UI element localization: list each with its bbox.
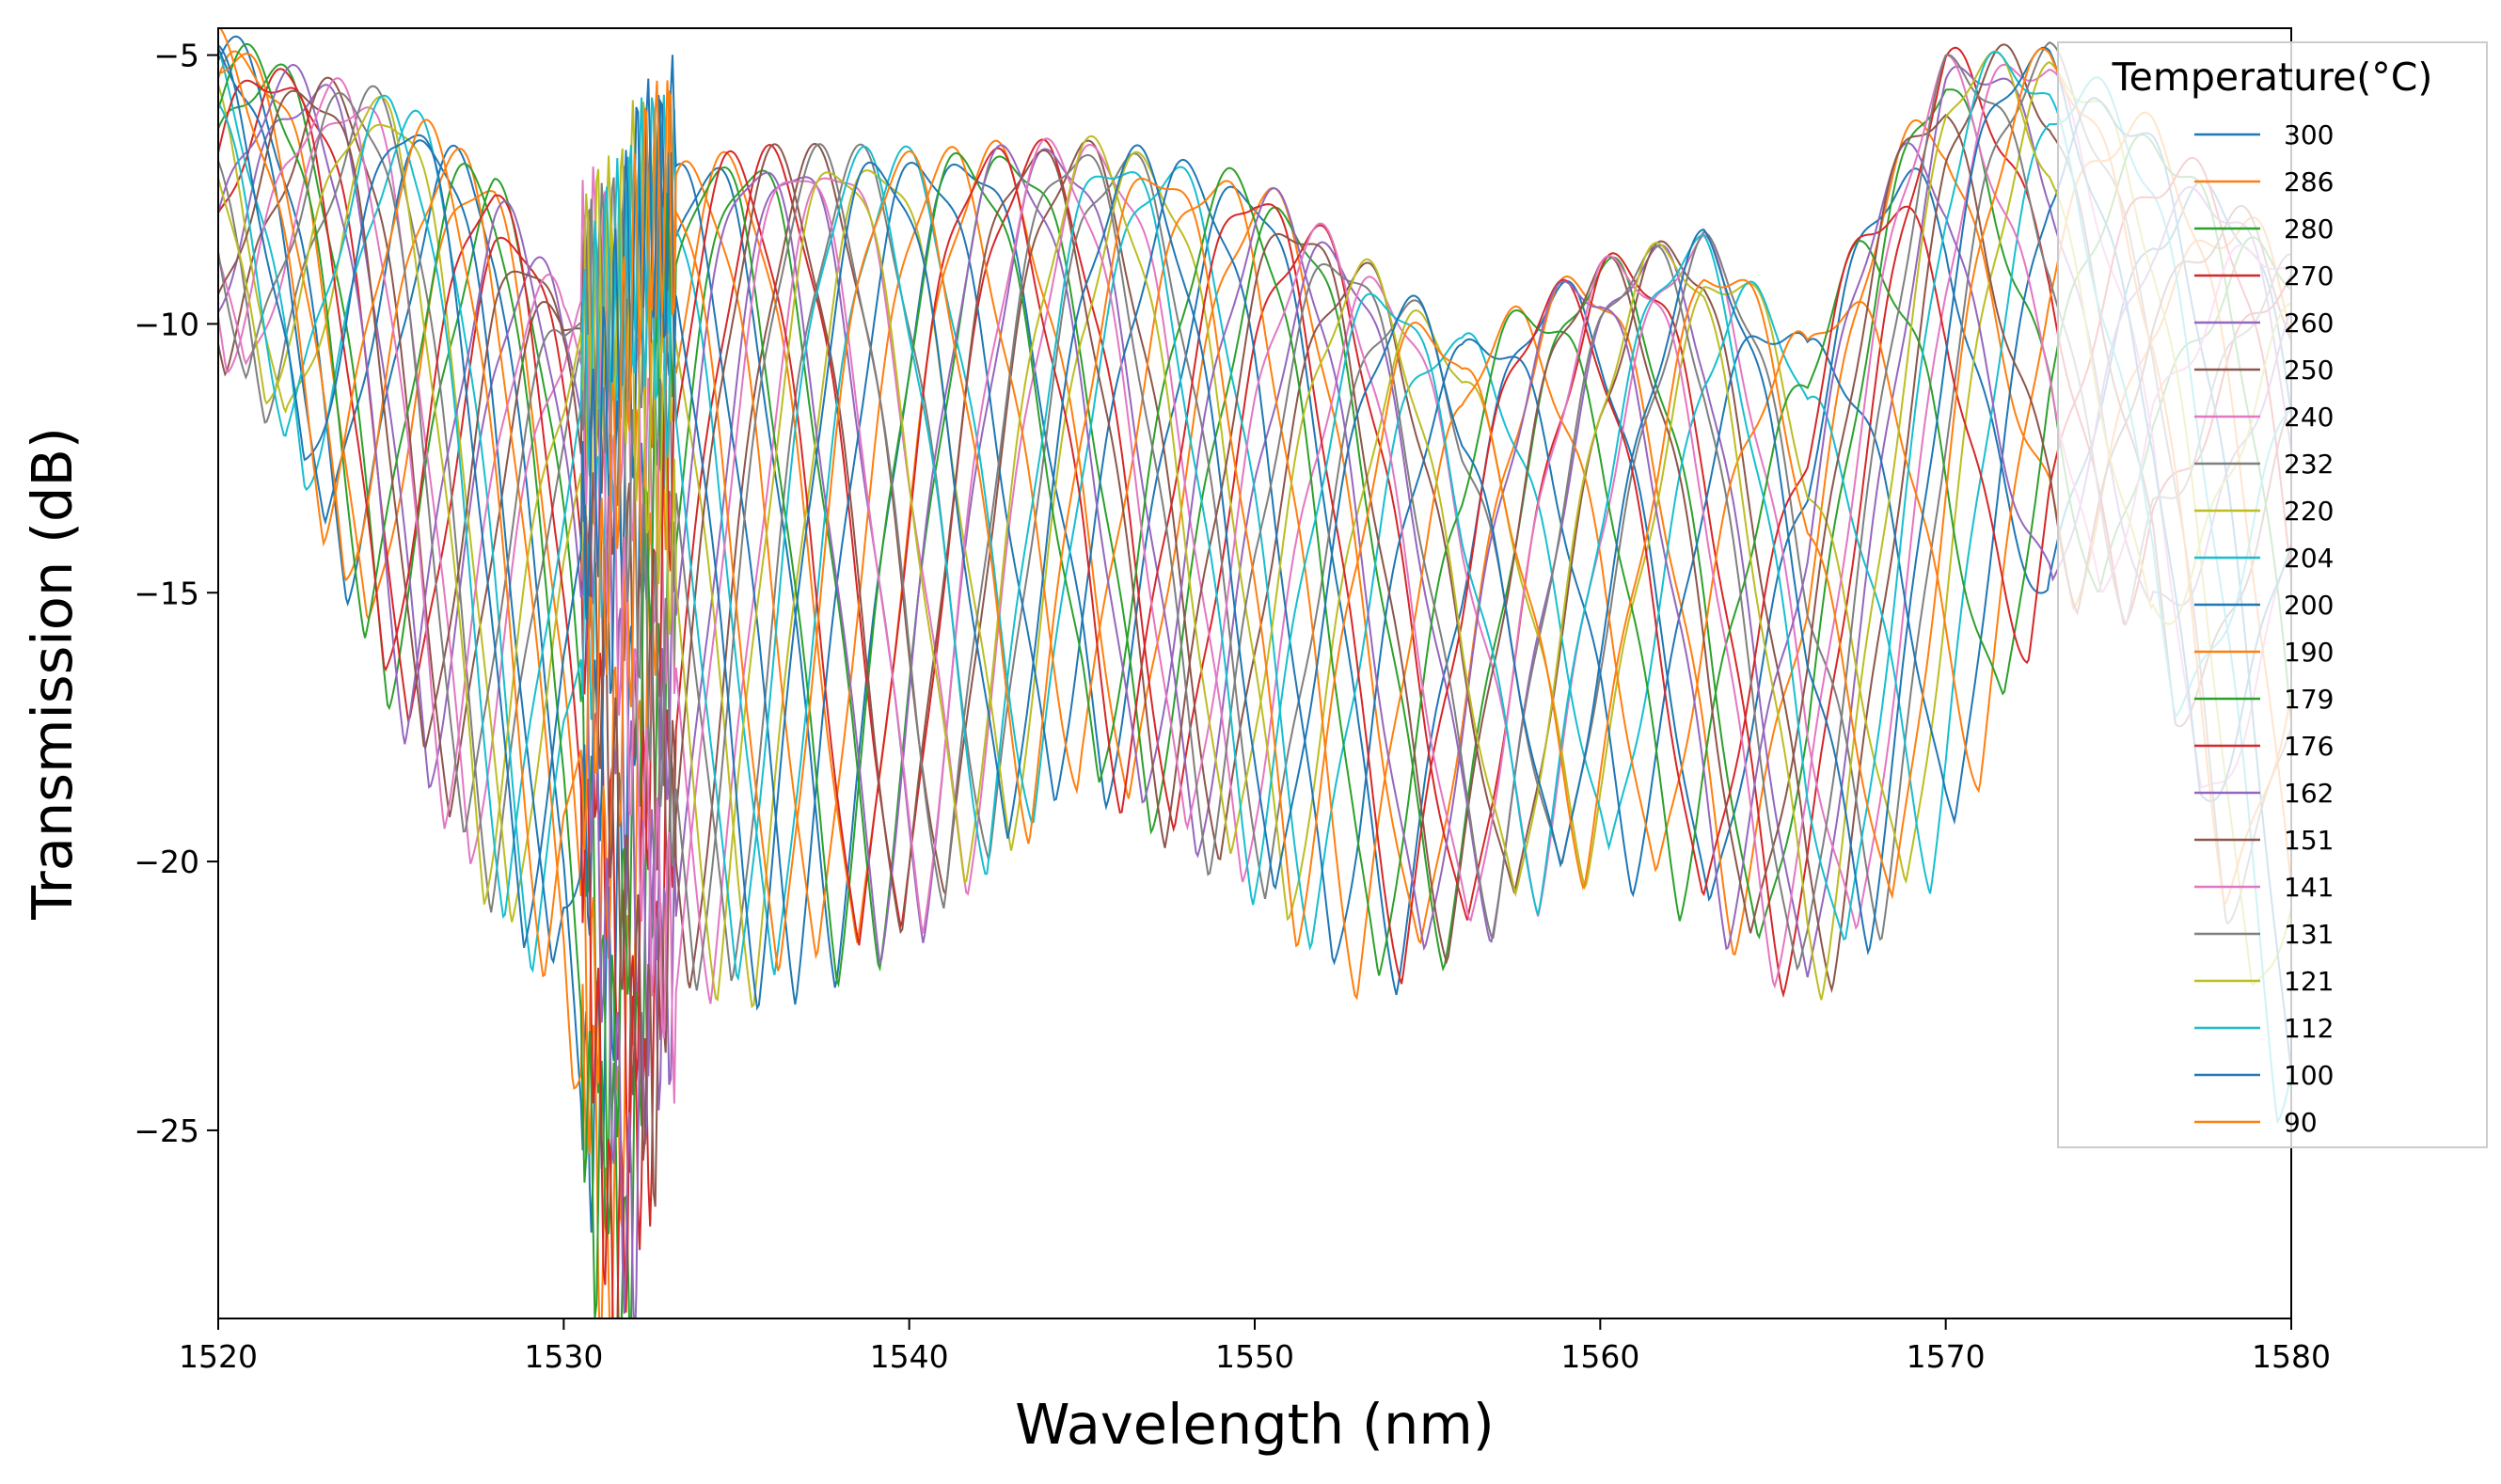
series-line-220 <box>218 60 2291 1009</box>
series-line-131 <box>218 54 2291 991</box>
series-line-121 <box>218 50 2291 1002</box>
y-tick-label: −20 <box>134 844 199 880</box>
legend-label: 190 <box>2284 637 2334 668</box>
legend-label: 90 <box>2284 1107 2318 1138</box>
series-line-176 <box>218 79 2291 1318</box>
x-tick-label: 1540 <box>870 1338 949 1375</box>
x-tick-label: 1560 <box>1560 1338 1639 1375</box>
legend-label: 200 <box>2284 590 2334 621</box>
legend-label: 250 <box>2284 355 2334 386</box>
legend-label: 232 <box>2284 449 2334 480</box>
legend-label: 151 <box>2284 825 2334 856</box>
x-axis-label: Wavelength (nm) <box>1015 1392 1495 1457</box>
x-tick-label: 1520 <box>179 1338 258 1375</box>
y-tick-label: −25 <box>134 1113 199 1149</box>
series-line-280 <box>218 63 2291 1318</box>
series-layer <box>218 28 2291 1318</box>
x-tick-label: 1570 <box>1907 1338 1986 1375</box>
series-line-204 <box>218 46 2291 1125</box>
legend-label: 240 <box>2284 402 2334 433</box>
legend-box <box>2057 41 2488 1148</box>
y-axis-label: Transmission (dB) <box>20 427 85 921</box>
y-tick-label: −15 <box>134 575 199 611</box>
series-line-250 <box>218 43 2291 994</box>
series-line-179 <box>218 42 2291 1318</box>
series-line-112 <box>218 51 2291 982</box>
legend-label: 162 <box>2284 778 2334 809</box>
legend-title: Temperature(°C) <box>2112 55 2433 100</box>
legend-label: 204 <box>2284 543 2334 574</box>
legend-label: 260 <box>2284 308 2334 339</box>
series-line-240 <box>218 63 2291 1004</box>
legend-label: 176 <box>2284 731 2334 762</box>
x-tick-label: 1530 <box>524 1338 603 1375</box>
legend-label: 300 <box>2284 119 2334 150</box>
legend-label: 286 <box>2284 166 2334 197</box>
legend-label: 220 <box>2284 496 2334 527</box>
series-line-300 <box>218 35 2291 1233</box>
legend-entries: 300 286 280 270 260 250 240 232 220 204 200 190 179 1… <box>2194 119 2334 1138</box>
legend-label: 141 <box>2284 872 2334 903</box>
x-axis: 1520 1530 1540 1550 1560 1570 1580 <box>179 1318 2331 1375</box>
y-tick-label: −10 <box>134 306 199 342</box>
series-line-190 <box>218 53 2291 1160</box>
series-line-200 <box>218 47 2291 1073</box>
series-line-162 <box>218 63 2291 1318</box>
legend-label: 280 <box>2284 213 2334 245</box>
legend-label: 121 <box>2284 966 2334 997</box>
series-line-100 <box>218 44 2291 1011</box>
legend-label: 112 <box>2284 1013 2334 1044</box>
y-axis: −5 −10 −15 −20 −25 <box>134 38 218 1149</box>
series-line-90 <box>218 28 2291 978</box>
series-line-151 <box>218 89 2291 1208</box>
x-tick-label: 1550 <box>1215 1338 1294 1375</box>
legend-label: 100 <box>2284 1060 2334 1091</box>
y-tick-label: −5 <box>153 38 199 74</box>
series-line-260 <box>218 65 2291 1111</box>
legend: Temperature(°C) 300 286 280 270 260 250 240 232… <box>2057 41 2488 1148</box>
legend-label: 131 <box>2284 919 2334 950</box>
legend-label: 270 <box>2284 260 2334 292</box>
legend-label: 179 <box>2284 684 2334 715</box>
x-tick-label: 1580 <box>2252 1338 2331 1375</box>
